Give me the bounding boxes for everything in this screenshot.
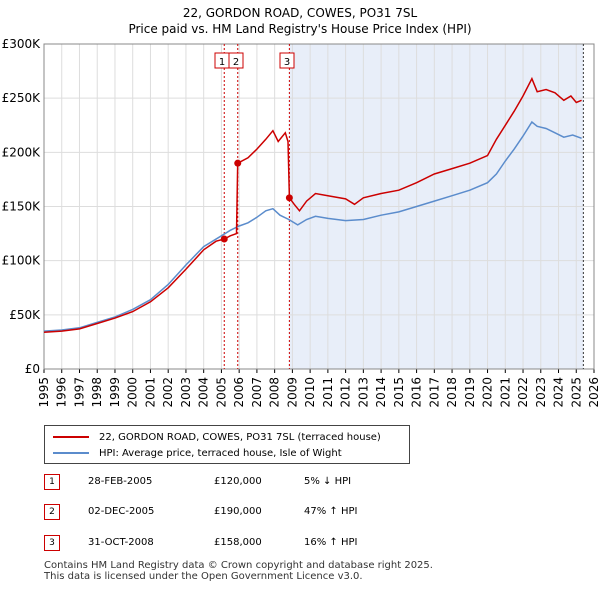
x-tick-label: 2005 <box>214 377 228 408</box>
legend-swatch-property <box>53 436 89 438</box>
legend-label-property: 22, GORDON ROAD, COWES, PO31 7SL (terrac… <box>99 431 381 443</box>
x-tick-label: 2023 <box>534 377 548 408</box>
legend-item-property: 22, GORDON ROAD, COWES, PO31 7SL (terrac… <box>53 430 381 444</box>
x-tick-label: 2002 <box>161 377 175 408</box>
x-tick-label: 2001 <box>143 377 157 408</box>
x-tick-label: 2000 <box>126 377 140 408</box>
sale-price: £158,000 <box>214 537 262 548</box>
sale-date: 28-FEB-2005 <box>88 476 153 487</box>
x-tick-label: 2025 <box>569 377 583 408</box>
x-tick-label: 2026 <box>587 377 600 408</box>
x-tick-label: 2011 <box>321 377 335 408</box>
x-tick-label: 2015 <box>392 377 406 408</box>
series-line-property <box>43 76 582 333</box>
sale-number-badge: 3 <box>44 535 60 551</box>
x-tick-label: 1995 <box>37 377 51 408</box>
sale-row: 3 31-OCT-2008 £158,000 16% ↑ HPI <box>44 535 444 555</box>
x-tick-label: 2024 <box>552 377 566 408</box>
x-tick-label: 2010 <box>303 377 317 408</box>
sale-row: 2 02-DEC-2005 £190,000 47% ↑ HPI <box>44 504 444 524</box>
sale-hpi-change: 5% ↓ HPI <box>304 476 352 487</box>
x-tick-label: 2012 <box>339 377 353 408</box>
sale-point <box>234 159 242 167</box>
series-line-hpi <box>43 120 582 332</box>
x-tick-label: 2006 <box>232 377 246 408</box>
sale-number-badge: 1 <box>44 474 60 490</box>
footer-attribution: Contains HM Land Registry data © Crown c… <box>44 560 433 582</box>
x-tick-label: 2014 <box>374 377 388 408</box>
x-tick-label: 1997 <box>72 377 86 408</box>
sale-row: 1 28-FEB-2005 £120,000 5% ↓ HPI <box>44 474 444 494</box>
y-tick-label: £100K <box>2 254 42 268</box>
x-tick-label: 2022 <box>516 377 530 408</box>
chart-title: 22, GORDON ROAD, COWES, PO31 7SL <box>182 6 418 20</box>
legend-swatch-hpi <box>53 452 89 454</box>
sale-point <box>285 194 293 202</box>
x-tick-label: 2013 <box>356 377 370 408</box>
sale-date: 31-OCT-2008 <box>88 537 154 548</box>
sale-marker-box <box>279 52 295 69</box>
y-tick-label: £200K <box>2 145 42 159</box>
x-tick-label: 1999 <box>108 377 122 408</box>
x-tick-label: 2019 <box>463 377 477 408</box>
x-tick-label: 2003 <box>179 377 193 408</box>
sale-marker-box <box>228 52 244 69</box>
sale-marker-label: 2 <box>233 57 239 68</box>
y-tick-label: £300K <box>2 37 42 51</box>
y-tick-label: £50K <box>9 308 41 322</box>
footer-line-copyright: Contains HM Land Registry data © Crown c… <box>44 560 433 571</box>
y-tick-label: £0 <box>25 362 40 376</box>
chart-subtitle: Price paid vs. HM Land Registry's House … <box>128 22 472 36</box>
x-tick-label: 2018 <box>445 377 459 408</box>
sale-marker-label: 3 <box>284 57 290 68</box>
sale-marker-label: 1 <box>219 57 225 68</box>
x-tick-label: 2007 <box>250 377 264 408</box>
sale-price: £120,000 <box>214 476 262 487</box>
sale-number-badge: 2 <box>44 504 60 520</box>
x-tick-label: 2004 <box>197 377 211 408</box>
y-tick-label: £150K <box>2 200 42 214</box>
x-tick-label: 2008 <box>268 377 282 408</box>
chart-legend: 22, GORDON ROAD, COWES, PO31 7SL (terrac… <box>44 425 410 464</box>
sale-point <box>220 235 228 243</box>
footer-line-licence: This data is licensed under the Open Gov… <box>44 571 363 582</box>
plot-frame <box>43 43 595 370</box>
y-tick-label: £250K <box>2 91 42 105</box>
x-tick-label: 2020 <box>481 377 495 408</box>
x-tick-label: 1998 <box>90 377 104 408</box>
legend-item-hpi: HPI: Average price, terraced house, Isle… <box>53 446 342 460</box>
sale-hpi-change: 47% ↑ HPI <box>304 506 358 517</box>
x-tick-label: 2021 <box>498 377 512 408</box>
x-tick-label: 2009 <box>285 377 299 408</box>
x-tick-label: 2017 <box>427 377 441 408</box>
x-tick-label: 2016 <box>410 377 424 408</box>
legend-label-hpi: HPI: Average price, terraced house, Isle… <box>99 447 342 459</box>
x-tick-label: 1996 <box>55 377 69 408</box>
sale-price: £190,000 <box>214 506 262 517</box>
sale-hpi-change: 16% ↑ HPI <box>304 537 358 548</box>
sale-date: 02-DEC-2005 <box>88 506 155 517</box>
